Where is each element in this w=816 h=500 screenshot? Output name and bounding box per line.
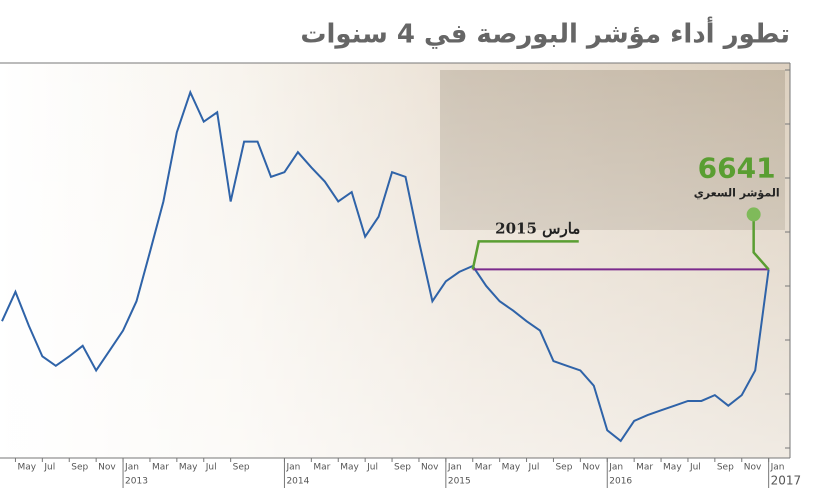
x-tick-label: Jan [770,463,785,473]
x-tick-label: Sep [233,463,250,473]
x-tick-label: Sep [394,463,411,473]
reference-leader [471,240,579,270]
year-label: 2017 [771,474,802,488]
x-tick-label: May [663,463,682,473]
x-tick-label: Nov [421,463,439,473]
x-tick-label: Jan [124,463,139,473]
x-tick-label: Nov [744,463,762,473]
x-tick-label: May [179,463,198,473]
x-tick-label: May [502,463,521,473]
x-tick-label: Nov [582,463,600,473]
x-tick-label: May [340,463,359,473]
x-tick-label: Jul [43,463,55,473]
end-value-label: 6641 [698,151,776,184]
x-tick-label: Jul [528,463,540,473]
end-marker [746,207,761,222]
x-tick-label: Jan [608,463,623,473]
reference-label: مارس 2015 [495,219,580,237]
x-tick-label: Jan [447,463,462,473]
end-leader [752,214,770,271]
photo-fade [0,63,790,458]
x-tick-label: Nov [98,463,116,473]
x-tick-label: Jan [285,463,300,473]
x-tick-label: Sep [717,463,734,473]
x-tick-label: Mar [475,463,492,473]
chart-title: تطور أداء مؤشر البورصة في 4 سنوات [300,17,790,50]
x-tick-label: Jul [205,463,217,473]
data-line [1,89,770,443]
x-tick-label: Mar [313,463,330,473]
end-label: المؤشر السعري [694,186,780,199]
year-label: 2016 [609,477,632,487]
x-tick-label: May [17,463,36,473]
year-label: 2013 [125,477,148,487]
x-tick-label: Jul [689,463,701,473]
year-label: 2015 [448,477,471,487]
x-tick-label: Mar [152,463,169,473]
x-tick-label: Jul [366,463,378,473]
x-tick-label: Mar [636,463,653,473]
year-label: 2014 [286,477,309,487]
x-tick-label: Sep [71,463,88,473]
x-tick-label: Sep [555,463,572,473]
